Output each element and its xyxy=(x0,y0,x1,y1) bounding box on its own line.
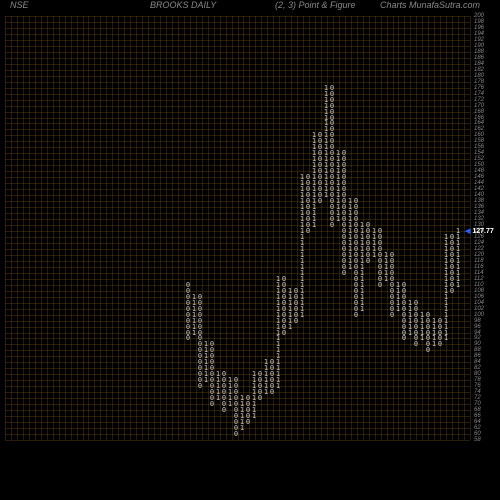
o-cell: 0 xyxy=(389,252,395,258)
y-tick-label: 58 xyxy=(474,437,481,443)
x-cell: 1 xyxy=(275,353,281,359)
o-cell: 0 xyxy=(329,85,335,91)
o-cell: 0 xyxy=(401,282,407,288)
pnf-columns: 0000000000111111100000000000000001111111… xyxy=(5,16,470,440)
o-cell: 0 xyxy=(329,126,335,132)
x-cell: 1 xyxy=(455,228,461,234)
o-cell: 0 xyxy=(221,407,227,413)
params-label: (2, 3) Point & Figure xyxy=(275,0,356,10)
source-label: Charts MunafaSutra.com xyxy=(380,0,480,10)
o-cell: 0 xyxy=(341,180,347,186)
o-cell: 0 xyxy=(341,186,347,192)
o-cell: 0 xyxy=(233,383,239,389)
o-cell: 0 xyxy=(197,294,203,300)
o-cell: 0 xyxy=(437,341,443,347)
price-arrow-icon: ◀ xyxy=(465,228,470,235)
o-cell: 0 xyxy=(353,198,359,204)
o-cell: 0 xyxy=(341,150,347,156)
o-cell: 0 xyxy=(233,377,239,383)
o-cell: 0 xyxy=(329,138,335,144)
x-cell: 1 xyxy=(275,359,281,365)
o-cell: 0 xyxy=(341,162,347,168)
o-cell: 0 xyxy=(425,347,431,353)
o-cell: 0 xyxy=(209,401,215,407)
o-cell: 0 xyxy=(281,276,287,282)
o-cell: 0 xyxy=(329,132,335,138)
x-cell: 1 xyxy=(251,407,257,413)
o-cell: 0 xyxy=(209,341,215,347)
x-cell: 1 xyxy=(275,371,281,377)
chart-area: 0000000000111111100000000000000001111111… xyxy=(5,16,470,440)
o-cell: 0 xyxy=(185,282,191,288)
o-cell: 0 xyxy=(257,395,263,401)
x-cell: 1 xyxy=(275,365,281,371)
o-cell: 0 xyxy=(317,198,323,204)
o-cell: 0 xyxy=(209,347,215,353)
o-cell: 0 xyxy=(377,228,383,234)
chart-header: NSE BROOKS DAILY (2, 3) Point & Figure C… xyxy=(0,0,500,16)
o-cell: 0 xyxy=(209,359,215,365)
symbol-label: BROOKS DAILY xyxy=(150,0,216,10)
x-cell: 1 xyxy=(275,341,281,347)
o-cell: 0 xyxy=(209,353,215,359)
o-cell: 0 xyxy=(341,156,347,162)
x-cell: 1 xyxy=(275,347,281,353)
o-cell: 0 xyxy=(341,174,347,180)
o-cell: 0 xyxy=(269,389,275,395)
o-cell: 0 xyxy=(413,341,419,347)
x-cell: 1 xyxy=(275,377,281,383)
price-marker: ◀ 127.77 xyxy=(465,227,494,235)
x-cell: 1 xyxy=(275,383,281,389)
price-value: 127.77 xyxy=(472,228,493,235)
exchange-label: NSE xyxy=(10,0,29,10)
x-cell: 1 xyxy=(251,413,257,419)
o-cell: 0 xyxy=(413,300,419,306)
o-cell: 0 xyxy=(197,383,203,389)
o-cell: 0 xyxy=(341,168,347,174)
x-cell: 1 xyxy=(251,401,257,407)
